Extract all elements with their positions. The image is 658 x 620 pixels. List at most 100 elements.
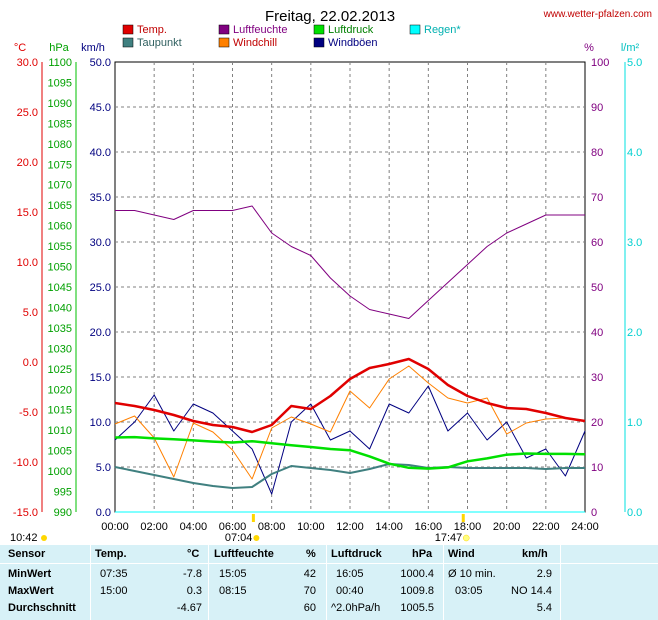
temp-tick-label: -5.0 (19, 407, 38, 419)
pct-tick-label: 10 (591, 462, 603, 474)
hpa-tick-label: 1045 (48, 282, 72, 294)
stats-cell: 1000.4 (400, 568, 434, 580)
rain-tick-label: 5.0 (627, 57, 642, 69)
legend-label: Temp. (137, 24, 167, 36)
hpa-tick-label: 1055 (48, 241, 72, 253)
statistics-panel: Sensor Temp. °C Luftfeuchte % Luftdruck … (0, 545, 658, 620)
sunrise-marker (251, 514, 255, 522)
stats-cell: 0.3 (186, 585, 202, 597)
pct-tick-label: 50 (591, 282, 603, 294)
time-tick-label: 12:00 (336, 521, 364, 533)
kmh-tick-label: 40.0 (90, 147, 111, 159)
sunset-time: 17:47 (435, 532, 463, 544)
time-tick-label: 00:00 (101, 521, 129, 533)
rain-tick-label: 4.0 (627, 147, 642, 159)
stats-row-label: MinWert (8, 568, 52, 580)
stats-cell: 42 (303, 568, 316, 580)
legend-label: Taupunkt (137, 37, 182, 49)
hpa-tick-label: 1030 (48, 343, 72, 355)
time-tick-label: 14:00 (375, 521, 403, 533)
temp-tick-label: 25.0 (17, 107, 38, 119)
series-line-windchill (114, 365, 586, 480)
hpa-tick-label: 1075 (48, 159, 72, 171)
sunrise-time: 07:04 (225, 532, 253, 544)
hpa-tick-label: 1090 (48, 98, 72, 110)
time-tick-label: 06:00 (219, 521, 247, 533)
hpa-tick-label: 990 (54, 507, 72, 519)
legend-label: Regen* (424, 24, 461, 36)
stats-row-label: Durchschnitt (8, 602, 76, 614)
stats-cell: 5.4 (536, 602, 552, 614)
stats-header-humidity-unit: % (306, 548, 316, 560)
legend-swatch (313, 37, 325, 48)
stats-cell: 15:05 (219, 568, 247, 580)
hpa-tick-label: 1040 (48, 302, 72, 314)
hpa-tick-label: 1015 (48, 405, 72, 417)
stats-cell: -4.67 (176, 602, 202, 614)
time-tick-label: 18:00 (454, 521, 482, 533)
time-tick-label: 16:00 (415, 521, 443, 533)
temp-tick-label: -10.0 (13, 457, 38, 469)
pct-tick-label: 60 (591, 237, 603, 249)
legend-label: Windböen (328, 37, 378, 49)
stats-cell: -7.8 (183, 568, 202, 580)
legend-swatch (218, 24, 230, 35)
kmh-tick-label: 30.0 (90, 237, 111, 249)
hpa-tick-label: 1085 (48, 118, 72, 130)
stats-cell: 16:05 (336, 568, 364, 580)
pct-tick-label: 70 (591, 192, 603, 204)
stats-cell: 1005.5 (400, 602, 434, 614)
kmh-tick-label: 45.0 (90, 102, 111, 114)
hpa-tick-label: 1035 (48, 323, 72, 335)
time-tick-label: 02:00 (140, 521, 168, 533)
legend-label: Windchill (233, 37, 277, 49)
kmh-tick-label: 25.0 (90, 282, 111, 294)
daylength-time: 10:42 (10, 532, 38, 544)
stats-cell: 08:15 (219, 585, 247, 597)
series-line-windben (114, 385, 586, 495)
rain-unit-label: l/m² (621, 42, 640, 54)
pct-tick-label: 80 (591, 147, 603, 159)
stats-header-wind-unit: km/h (522, 548, 548, 560)
weather-chart: Freitag, 22.02.2013 www.wetter-pfalzen.c… (10, 8, 652, 544)
stats-cell: 2.9 (536, 568, 552, 580)
stats-cell: 1009.8 (400, 585, 434, 597)
hpa-tick-label: 1010 (48, 425, 72, 437)
hpa-tick-label: 1025 (48, 364, 72, 376)
time-tick-label: 04:00 (180, 521, 208, 533)
hpa-tick-label: 1000 (48, 466, 72, 478)
hpa-tick-label: 1060 (48, 221, 72, 233)
temp-tick-label: 30.0 (17, 57, 38, 69)
stats-row-label: MaxWert (8, 585, 54, 597)
series-line-taupunkt (114, 463, 585, 489)
stats-header-pressure: Luftdruck (331, 548, 382, 560)
rain-tick-label: 1.0 (627, 417, 642, 429)
sunrise-icon (253, 535, 260, 541)
hpa-tick-label: 1065 (48, 200, 72, 212)
pct-tick-label: 100 (591, 57, 609, 69)
hpa-unit-label: hPa (49, 42, 69, 54)
pct-tick-label: 0 (591, 507, 597, 519)
stats-cell: Ø 10 min. (448, 568, 496, 580)
time-tick-label: 22:00 (532, 521, 560, 533)
sun-markers: 07:04 17:47 10:42 (10, 514, 470, 544)
time-tick-label: 20:00 (493, 521, 521, 533)
stats-header-temp-unit: °C (187, 548, 200, 560)
hpa-tick-label: 1020 (48, 384, 72, 396)
pct-tick-label: 20 (591, 417, 603, 429)
site-url[interactable]: www.wetter-pfalzen.com (543, 9, 652, 20)
stats-header-sensor: Sensor (8, 548, 46, 560)
temp-tick-label: 10.0 (17, 257, 38, 269)
kmh-tick-label: 35.0 (90, 192, 111, 204)
grid-lines (115, 62, 585, 512)
sunset-icon (463, 534, 470, 542)
series-line-luftdruck (114, 435, 586, 470)
stats-cell: 00:40 (336, 585, 364, 597)
axis-ticks: 30.0 25.0 20.0 15.0 10.0 5.0 0.0 -5.0 -10.0 -15.0… (13, 57, 642, 533)
temp-tick-label: 20.0 (17, 157, 38, 169)
legend-swatch (313, 24, 325, 35)
stats-header-humidity: Luftfeuchte (214, 548, 274, 560)
hpa-tick-label: 1095 (48, 77, 72, 89)
stats-cell: 03:05 (455, 585, 483, 597)
temp-tick-label: 0.0 (23, 357, 38, 369)
